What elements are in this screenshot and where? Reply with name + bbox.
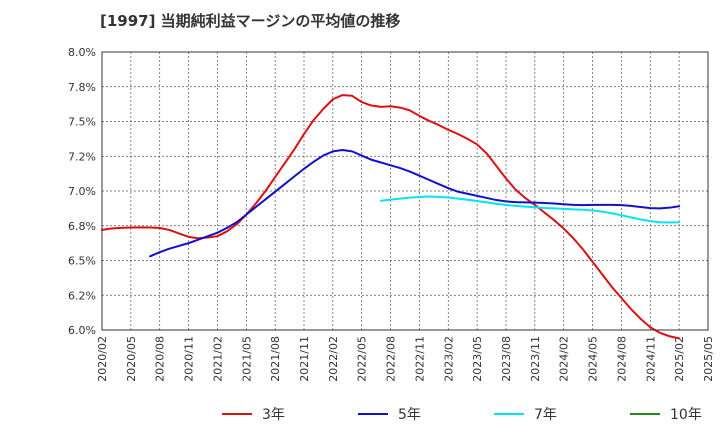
x-tick-label: 2021/11 [298, 336, 311, 382]
series-lines [101, 94, 681, 340]
x-tick-label: 2022/08 [385, 336, 398, 382]
y-axis-ticks: 6.0% 6.2% 6.5% 6.8% 7.0% 7.2% 7.5% 7.8% 8.0% [68, 46, 96, 337]
legend-label: 10年 [670, 407, 702, 423]
x-tick-label: 2021/08 [269, 336, 282, 382]
y-tick-label: 6.8% [68, 220, 96, 233]
series-line-5年 [149, 149, 681, 258]
x-tick-label: 2024/08 [615, 336, 628, 382]
x-tick-label: 2023/05 [471, 336, 484, 382]
x-axis-ticks: 2020/02 2020/05 2020/08 2020/11 2021/02 2021/… [96, 336, 715, 382]
plot-area [101, 51, 709, 331]
x-tick-label: 2021/05 [240, 336, 253, 382]
y-tick-label: 7.0% [68, 185, 96, 198]
x-tick-label: 2023/11 [529, 336, 542, 382]
chart-title: [1997] 当期純利益マージンの平均値の推移 [100, 12, 400, 30]
series-line-3年 [101, 94, 681, 340]
x-tick-label: 2024/02 [558, 336, 571, 382]
x-tick-label: 2022/11 [413, 336, 426, 382]
plot-frame [101, 51, 709, 331]
series-line-7年 [379, 195, 681, 224]
legend: 3年 5年 7年 10年 [222, 407, 702, 423]
y-tick-label: 7.5% [68, 116, 96, 129]
x-tick-label: 2024/11 [644, 336, 657, 382]
x-tick-label: 2021/02 [211, 336, 224, 382]
y-tick-label: 8.0% [68, 46, 96, 59]
x-tick-label: 2020/08 [154, 336, 167, 382]
legend-label: 3年 [262, 407, 285, 423]
grid-lines [102, 52, 708, 330]
x-tick-label: 2024/05 [587, 336, 600, 382]
x-tick-label: 2025/05 [702, 336, 715, 382]
x-tick-label: 2020/05 [125, 336, 138, 382]
legend-label: 5年 [398, 407, 421, 423]
x-tick-label: 2025/02 [673, 336, 686, 382]
y-tick-label: 7.2% [68, 150, 96, 163]
legend-label: 7年 [534, 407, 557, 423]
y-tick-label: 6.5% [68, 255, 96, 268]
y-tick-label: 6.0% [68, 324, 96, 337]
y-tick-label: 6.2% [68, 289, 96, 302]
x-tick-label: 2022/05 [356, 336, 369, 382]
x-tick-label: 2020/02 [96, 336, 109, 382]
x-tick-label: 2023/08 [500, 336, 513, 382]
x-tick-label: 2020/11 [183, 336, 196, 382]
x-tick-label: 2022/02 [327, 336, 340, 382]
x-tick-label: 2023/02 [442, 336, 455, 382]
y-tick-label: 7.8% [68, 81, 96, 94]
